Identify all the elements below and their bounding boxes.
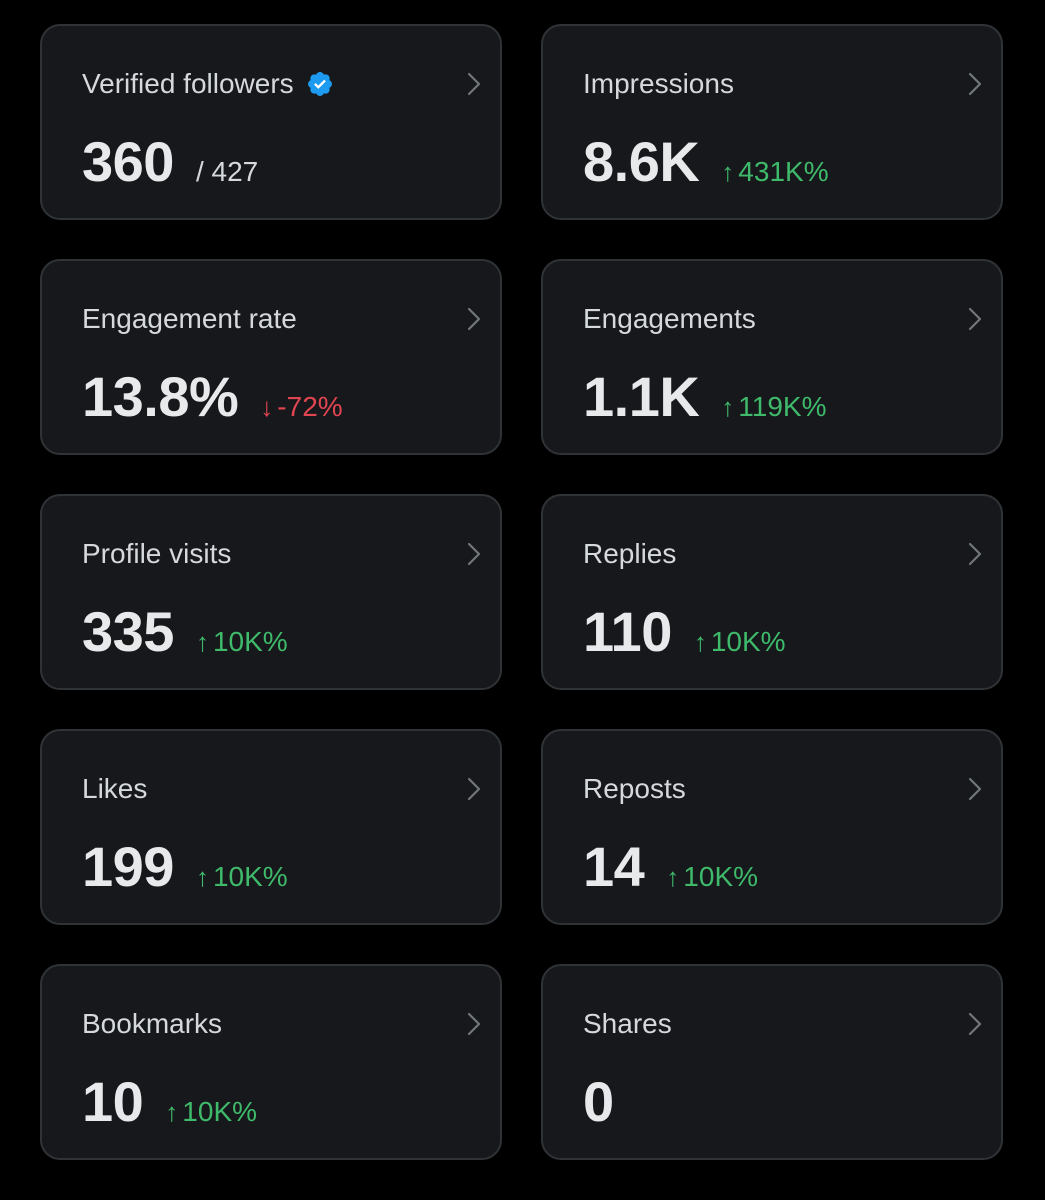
metric-value: 13.8% — [82, 365, 239, 428]
card-title-label: Shares — [583, 1008, 672, 1039]
metric-value: 8.6K — [583, 130, 700, 193]
delta-value: 10K% — [710, 626, 786, 657]
chevron-right-icon — [968, 542, 982, 566]
arrow-up-icon: ↑ — [195, 627, 209, 657]
arrow-up-icon: ↑ — [165, 1097, 179, 1127]
arrow-up-icon: ↑ — [666, 862, 680, 892]
arrow-up-icon: ↑ — [693, 627, 707, 657]
card-title: Replies — [583, 536, 676, 572]
delta-value: 431K% — [738, 156, 829, 187]
chevron-right-icon — [467, 307, 481, 331]
card-title: Engagement rate — [82, 301, 297, 337]
chevron-right-icon — [467, 1012, 481, 1036]
card-title: Impressions — [583, 66, 734, 102]
chevron-right-icon — [968, 307, 982, 331]
card-title-label: Replies — [583, 538, 677, 569]
card-title-label: Bookmarks — [82, 1008, 223, 1039]
value-row: 14 ↑ 10K% — [583, 835, 758, 899]
card-title-label: Impressions — [583, 68, 734, 99]
value-row: 110 ↑ 10K% — [583, 600, 786, 664]
arrow-up-icon: ↑ — [195, 862, 209, 892]
card-profile-visits[interactable]: Profile visits 335 ↑ 10K% — [40, 494, 502, 690]
card-title-label: Verified followers — [82, 68, 294, 99]
delta-value: 10K% — [182, 1096, 258, 1127]
card-title-label: Likes — [82, 773, 148, 804]
card-title: Profile visits — [82, 536, 231, 572]
metric-delta: ↑ 431K% — [721, 156, 828, 188]
card-title: Engagements — [583, 301, 756, 337]
value-row: 0 — [583, 1070, 614, 1134]
value-row: 8.6K ↑ 431K% — [583, 130, 829, 194]
chevron-right-icon — [467, 777, 481, 801]
metric-total: / 427 — [195, 156, 259, 187]
metric-delta: ↑ 119K% — [721, 391, 826, 423]
value-row: 13.8% ↓ -72% — [82, 365, 343, 429]
metric-value: 335 — [82, 600, 174, 663]
card-likes[interactable]: Likes 199 ↑ 10K% — [40, 729, 502, 925]
metric-value: 360 — [82, 130, 174, 193]
verified-badge-icon — [307, 72, 332, 96]
value-row: 360 / 427 — [82, 130, 258, 194]
card-title: Reposts — [583, 771, 686, 807]
card-title: Bookmarks — [82, 1006, 222, 1042]
metric-value: 14 — [583, 835, 645, 898]
card-shares[interactable]: Shares 0 — [541, 964, 1003, 1160]
card-title-label: Reposts — [583, 773, 686, 804]
card-engagements[interactable]: Engagements 1.1K ↑ 119K% — [541, 259, 1003, 455]
metric-value: 10 — [82, 1070, 144, 1133]
metric-delta: ↑ 10K% — [666, 861, 758, 893]
arrow-down-icon: ↓ — [260, 392, 274, 422]
delta-value: -72% — [277, 391, 343, 422]
metric-delta: ↑ 10K% — [196, 626, 288, 658]
card-bookmarks[interactable]: Bookmarks 10 ↑ 10K% — [40, 964, 502, 1160]
card-title: Likes — [82, 771, 147, 807]
value-row: 1.1K ↑ 119K% — [583, 365, 827, 429]
card-replies[interactable]: Replies 110 ↑ 10K% — [541, 494, 1003, 690]
card-verified-followers[interactable]: Verified followers 360 / 427 — [40, 24, 502, 220]
metric-delta: ↑ 10K% — [165, 1096, 257, 1128]
card-title: Shares — [583, 1006, 672, 1042]
value-row: 335 ↑ 10K% — [82, 600, 288, 664]
card-title-label: Engagements — [583, 303, 756, 334]
card-title-label: Profile visits — [82, 538, 232, 569]
metric-value: 1.1K — [583, 365, 700, 428]
card-reposts[interactable]: Reposts 14 ↑ 10K% — [541, 729, 1003, 925]
chevron-right-icon — [968, 1012, 982, 1036]
delta-value: 119K% — [738, 391, 827, 422]
chevron-right-icon — [467, 72, 481, 96]
metric-value: 110 — [583, 600, 672, 663]
arrow-up-icon: ↑ — [721, 157, 735, 187]
chevron-right-icon — [968, 72, 982, 96]
card-title: Verified followers — [82, 66, 334, 102]
delta-value: 10K% — [212, 626, 288, 657]
metric-delta: ↑ 10K% — [196, 861, 288, 893]
metric-value: 199 — [82, 835, 174, 898]
chevron-right-icon — [968, 777, 982, 801]
metric-delta: ↑ 10K% — [694, 626, 786, 658]
arrow-up-icon: ↑ — [721, 392, 735, 422]
chevron-right-icon — [467, 542, 481, 566]
card-title-label: Engagement rate — [82, 303, 297, 334]
delta-value: 10K% — [683, 861, 759, 892]
value-row: 199 ↑ 10K% — [82, 835, 288, 899]
metric-value: 0 — [583, 1070, 614, 1133]
card-impressions[interactable]: Impressions 8.6K ↑ 431K% — [541, 24, 1003, 220]
metric-delta: ↓ -72% — [260, 391, 342, 423]
value-row: 10 ↑ 10K% — [82, 1070, 257, 1134]
delta-value: 10K% — [212, 861, 288, 892]
card-engagement-rate[interactable]: Engagement rate 13.8% ↓ -72% — [40, 259, 502, 455]
